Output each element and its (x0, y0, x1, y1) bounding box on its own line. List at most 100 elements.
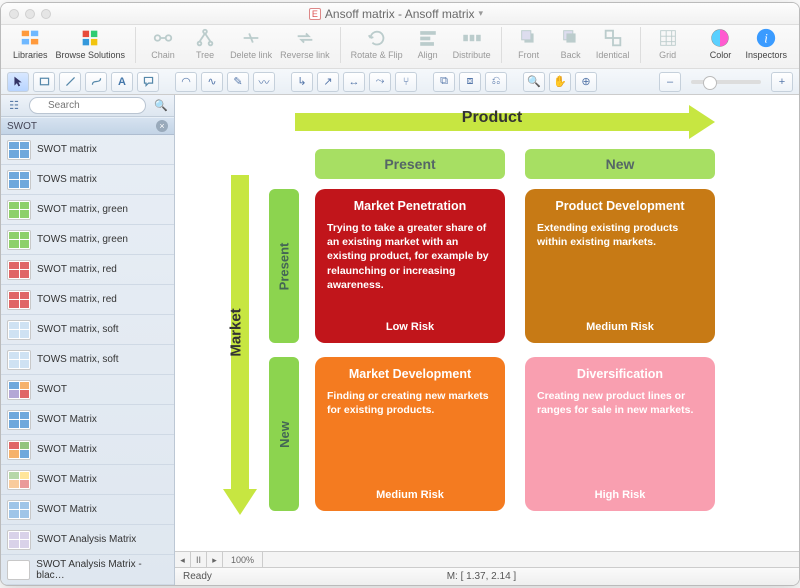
distribute-button[interactable]: Distribute (453, 27, 491, 60)
callout-tool[interactable] (137, 72, 159, 92)
line-tool[interactable] (59, 72, 81, 92)
column-header: New (525, 149, 715, 179)
chain-button[interactable]: Chain (146, 27, 180, 60)
color-button[interactable]: Color (703, 27, 737, 60)
library-item[interactable]: SWOT Matrix (1, 465, 174, 495)
eyedrop-tool[interactable]: ⊕ (575, 72, 597, 92)
zoom-in-button[interactable]: + (771, 72, 793, 92)
arc-tool[interactable]: ◠ (175, 72, 197, 92)
ungroup-tool[interactable]: ⧈ (459, 72, 481, 92)
flow-tool[interactable]: ⤳ (369, 72, 391, 92)
hand-tool[interactable]: ✋ (549, 72, 571, 92)
library-items: SWOT matrixTOWS matrixSWOT matrix, green… (1, 135, 174, 585)
matrix-cell[interactable]: Market PenetrationTrying to take a great… (315, 189, 505, 343)
library-item-label: SWOT matrix, red (37, 264, 117, 275)
double-arrow-tool[interactable]: ↔ (343, 72, 365, 92)
rotate-flip-button[interactable]: Rotate & Flip (351, 27, 403, 60)
browse-solutions-button[interactable]: Browse Solutions (56, 27, 126, 60)
library-item[interactable]: SWOT (1, 375, 174, 405)
prev-page-button[interactable]: ◂ (175, 552, 191, 567)
zoom-slider[interactable] (691, 80, 761, 84)
zoom-window-button[interactable] (41, 9, 51, 19)
search-icon[interactable]: 🔍 (152, 97, 170, 115)
grid-button[interactable]: Grid (651, 27, 685, 60)
library-item[interactable]: SWOT Analysis Matrix (1, 525, 174, 555)
document-icon: E (309, 8, 321, 20)
bezier-tool[interactable]: ✎ (227, 72, 249, 92)
zoom-in-tool[interactable]: 🔍 (523, 72, 545, 92)
library-item[interactable]: SWOT matrix, soft (1, 315, 174, 345)
status-bar: Ready M: [ 1.37, 2.14 ] (175, 567, 799, 585)
color-icon (709, 27, 731, 49)
spline-tool[interactable]: ∿ (201, 72, 223, 92)
delete-link-icon (240, 27, 262, 49)
freehand-tool[interactable]: 〰 (253, 72, 275, 92)
cell-title: Product Development (537, 199, 703, 213)
shape-thumb-icon (7, 140, 31, 160)
library-item-label: SWOT Matrix (37, 444, 97, 455)
search-input[interactable] (29, 97, 146, 114)
shape-thumb-icon (7, 560, 30, 580)
minimize-window-button[interactable] (25, 9, 35, 19)
libraries-button[interactable]: Libraries (13, 27, 48, 60)
library-item[interactable]: SWOT Analysis Matrix - blac… (1, 555, 174, 585)
library-item[interactable]: SWOT matrix (1, 135, 174, 165)
zoom-value[interactable]: 100% (223, 552, 263, 567)
library-item[interactable]: TOWS matrix, red (1, 285, 174, 315)
front-button[interactable]: Front (512, 27, 546, 60)
library-item[interactable]: TOWS matrix, soft (1, 345, 174, 375)
library-item[interactable]: SWOT Matrix (1, 435, 174, 465)
horizontal-scrollbar[interactable]: ◂ II ▸ 100% (175, 551, 799, 567)
library-item[interactable]: SWOT Matrix (1, 495, 174, 525)
delete-link-button[interactable]: Delete link (230, 27, 272, 60)
tree-button[interactable]: Tree (188, 27, 222, 60)
shape-thumb-icon (7, 320, 31, 340)
text-tool[interactable]: A (111, 72, 133, 92)
library-item-label: SWOT Matrix (37, 414, 97, 425)
back-button[interactable]: Back (554, 27, 588, 60)
library-item-label: SWOT Analysis Matrix (37, 534, 136, 545)
shape-thumb-icon (7, 470, 31, 490)
close-window-button[interactable] (9, 9, 19, 19)
library-item[interactable]: SWOT Matrix (1, 405, 174, 435)
canvas-page[interactable]: Product Market PresentNewPresentNewMarke… (175, 95, 799, 551)
traffic-lights (9, 9, 51, 19)
arrow-tool[interactable]: ↗ (317, 72, 339, 92)
identical-icon (602, 27, 624, 49)
library-item[interactable]: SWOT matrix, red (1, 255, 174, 285)
inspectors-button[interactable]: iInspectors (745, 27, 787, 60)
rect-tool[interactable] (33, 72, 55, 92)
library-item[interactable]: TOWS matrix (1, 165, 174, 195)
group-tool[interactable]: ⧉ (433, 72, 455, 92)
library-item[interactable]: TOWS matrix, green (1, 225, 174, 255)
close-library-icon[interactable]: × (156, 120, 168, 132)
matrix-cell[interactable]: Product DevelopmentExtending existing pr… (525, 189, 715, 343)
identical-button[interactable]: Identical (596, 27, 630, 60)
reverse-link-button[interactable]: Reverse link (280, 27, 330, 60)
pointer-tool[interactable] (7, 72, 29, 92)
connector-tool[interactable] (85, 72, 107, 92)
elbow-tool[interactable]: ↳ (291, 72, 313, 92)
status-ready: Ready (183, 571, 212, 582)
matrix-cell[interactable]: DiversificationCreating new product line… (525, 357, 715, 511)
zoom-out-button[interactable]: – (659, 72, 681, 92)
align-button[interactable]: Align (411, 27, 445, 60)
branch-tool[interactable]: ⑂ (395, 72, 417, 92)
lock-tool[interactable]: ⎌ (485, 72, 507, 92)
search-wrap (25, 95, 150, 116)
body: ☷ 🔍 SWOT × SWOT matrixTOWS matrixSWOT ma… (1, 95, 799, 585)
library-item[interactable]: SWOT matrix, green (1, 195, 174, 225)
shape-thumb-icon (7, 410, 31, 430)
matrix-cell[interactable]: Market DevelopmentFinding or creating ne… (315, 357, 505, 511)
chevron-down-icon[interactable]: ▾ (479, 8, 484, 19)
back-icon (560, 27, 582, 49)
next-page-button[interactable]: ▸ (207, 552, 223, 567)
shape-thumb-icon (7, 350, 31, 370)
libraries-icon (19, 27, 41, 49)
library-tree-icon[interactable]: ☷ (5, 97, 23, 115)
library-header[interactable]: SWOT × (1, 117, 174, 135)
window-title: E Ansoff matrix - Ansoff matrix ▾ (51, 7, 741, 21)
tree-icon (194, 27, 216, 49)
align-icon (417, 27, 439, 49)
library-item-label: TOWS matrix, red (37, 294, 117, 305)
